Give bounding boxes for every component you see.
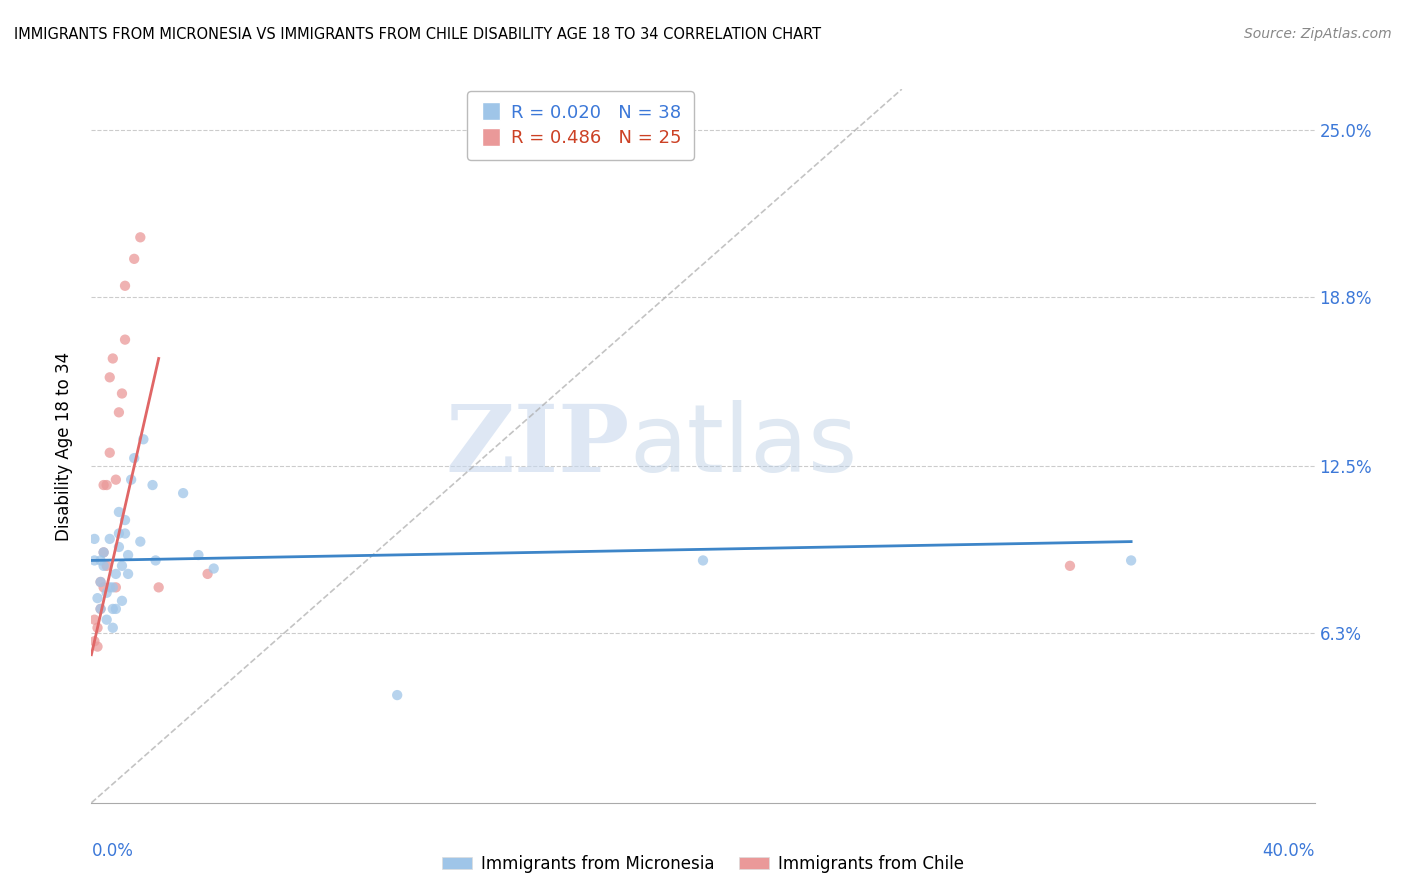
Text: 40.0%: 40.0% [1263,842,1315,860]
Point [108,505,131,519]
Legend: R = 0.020   N = 38, R = 0.486   N = 25: R = 0.020 N = 38, R = 0.486 N = 25 [467,91,695,160]
Point [122,451,145,466]
Point [93,545,115,559]
Point [141,478,163,492]
Point [1121,553,1143,567]
Point [98,370,121,384]
Point [98,446,121,460]
Y-axis label: Disability Age 18 to 34: Disability Age 18 to 34 [55,351,73,541]
Point [90,574,112,589]
Point [93,558,115,573]
Point [86,621,108,635]
Point [145,553,167,567]
Point [83,553,105,567]
Text: atlas: atlas [630,400,858,492]
Point [83,634,105,648]
Point [187,548,209,562]
Point [90,602,112,616]
Point [108,526,131,541]
Point [117,566,139,581]
Text: ZIP: ZIP [446,401,630,491]
Point [129,230,152,244]
Point [83,532,105,546]
Point [104,473,127,487]
Point [120,473,142,487]
Point [114,526,136,541]
Point [692,553,714,567]
Point [122,252,145,266]
Point [172,486,194,500]
Point [197,566,219,581]
Point [96,558,118,573]
Point [108,540,131,554]
Point [98,580,121,594]
Point [202,561,225,575]
Point [98,532,121,546]
Point [114,513,136,527]
Point [114,278,136,293]
Point [385,688,409,702]
Point [86,640,108,654]
Point [101,602,124,616]
Point [90,574,112,589]
Point [111,594,134,608]
Point [114,333,136,347]
Point [132,432,155,446]
Point [104,602,127,616]
Text: Source: ZipAtlas.com: Source: ZipAtlas.com [1244,27,1392,41]
Point [101,580,124,594]
Point [108,405,131,419]
Point [93,545,115,559]
Point [1059,558,1081,573]
Point [93,478,115,492]
Point [93,580,115,594]
Text: IMMIGRANTS FROM MICRONESIA VS IMMIGRANTS FROM CHILE DISABILITY AGE 18 TO 34 CORR: IMMIGRANTS FROM MICRONESIA VS IMMIGRANTS… [14,27,821,42]
Point [117,548,139,562]
Point [129,534,152,549]
Point [83,613,105,627]
Point [90,553,112,567]
Point [148,580,170,594]
Point [101,621,124,635]
Text: 0.0%: 0.0% [91,842,134,860]
Point [96,613,118,627]
Point [96,586,118,600]
Point [90,602,112,616]
Point [86,591,108,606]
Point [111,558,134,573]
Point [104,566,127,581]
Point [101,351,124,366]
Point [96,478,118,492]
Point [111,386,134,401]
Legend: Immigrants from Micronesia, Immigrants from Chile: Immigrants from Micronesia, Immigrants f… [436,848,970,880]
Point [104,580,127,594]
